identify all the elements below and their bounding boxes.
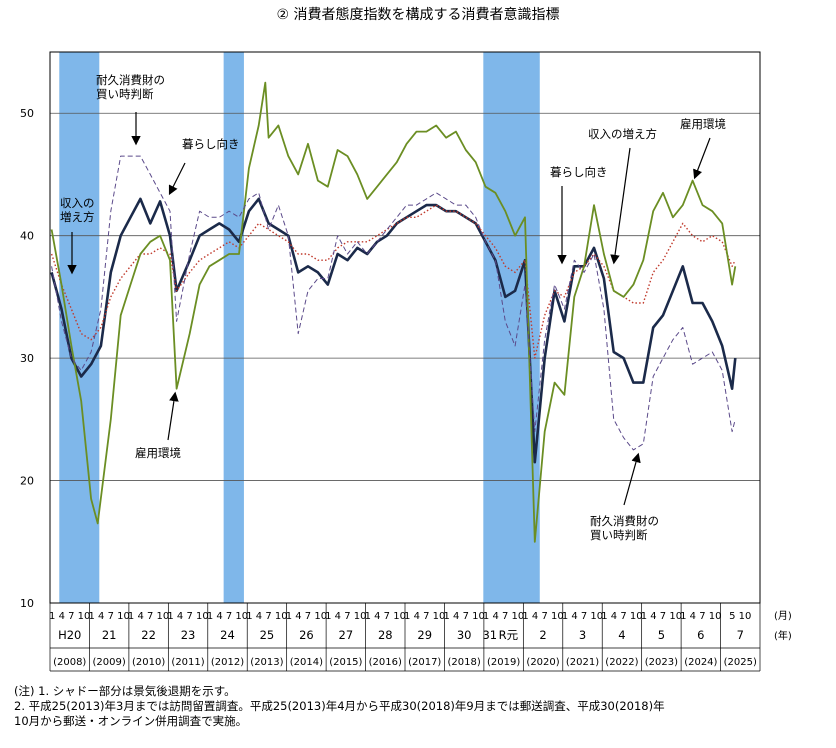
month-tick-label-6: 1 4 7 10 [286, 611, 327, 622]
month-tick-label-16: 1 4 7 10 [680, 611, 721, 622]
western-year-label-7: (2015) [329, 657, 362, 668]
recession-band-2 [483, 52, 540, 603]
era-year-label-5: 25 [260, 628, 275, 642]
month-tick-label-11: 1 4 7 10 [483, 611, 524, 622]
month-tick-label-4: 1 4 7 10 [207, 611, 248, 622]
western-year-label-6: (2014) [290, 657, 323, 668]
annotation-label-3-0: 雇用環境 [135, 446, 181, 460]
era-year-label-10: 30 [457, 628, 472, 642]
y-tick-label-40: 40 [20, 230, 34, 243]
annotation-label-7-1: 買い時判断 [590, 528, 648, 542]
western-year-label-4: (2012) [211, 657, 244, 668]
western-year-label-1: (2009) [93, 657, 126, 668]
y-tick-label-20: 20 [20, 475, 34, 488]
western-year-label-10: (2018) [448, 657, 481, 668]
month-tick-label-15: 1 4 7 10 [641, 611, 682, 622]
western-year-label-15: (2023) [645, 657, 678, 668]
y-tick-label-10: 10 [20, 597, 34, 610]
annotation-label-5-0: 収入の増え方 [588, 127, 657, 141]
western-year-label-8: (2016) [369, 657, 402, 668]
y-tick-label-50: 50 [20, 107, 34, 120]
y-tick-label-30: 30 [20, 352, 34, 365]
month-tick-label-7: 1 4 7 10 [325, 611, 366, 622]
western-year-label-12: (2020) [526, 657, 559, 668]
western-year-label-2: (2010) [132, 657, 165, 668]
annotation-arrow-7 [623, 452, 641, 506]
series-line-0 [50, 197, 737, 464]
era-year-label-16: 5 [658, 628, 665, 642]
month-tick-label-1: 1 4 7 10 [88, 611, 129, 622]
series-group [50, 81, 737, 543]
era-year-label-18: 7 [737, 628, 744, 642]
chart-title: ② 消費者態度指数を構成する消費者意識指標 [276, 7, 560, 23]
series-line-3 [51, 155, 736, 451]
western-year-label-17: (2025) [724, 657, 757, 668]
annotation-label-6-0: 雇用環境 [680, 117, 726, 131]
annotation-arrow-6 [693, 137, 711, 180]
era-year-label-0: H20 [58, 628, 81, 642]
month-tick-label-12: 1 4 7 10 [522, 611, 563, 622]
western-year-label-0: (2008) [53, 657, 86, 668]
annotation-label-1-0: 暮らし向き [182, 137, 240, 151]
era-year-label-7: 27 [339, 628, 354, 642]
era-year-label-11: 31 [482, 628, 497, 642]
x-unit-month-label: (月) [774, 610, 792, 622]
western-year-label-14: (2022) [605, 657, 638, 668]
annotation-label-4-0: 暮らし向き [550, 165, 608, 179]
footnote-3: 10月から郵送・オンライン併用調査で実施。 [14, 714, 248, 728]
era-year-label-9: 29 [417, 628, 432, 642]
annotation-label-0-0: 耐久消費財の [96, 73, 165, 87]
western-year-label-11: (2019) [487, 657, 520, 668]
era-year-label-15: 4 [618, 628, 625, 642]
month-tick-label-3: 1 4 7 10 [167, 611, 208, 622]
western-year-label-9: (2017) [408, 657, 441, 668]
era-year-label-6: 26 [299, 628, 314, 642]
western-year-label-3: (2011) [171, 657, 204, 668]
series-line-2 [50, 81, 737, 543]
era-year-label-8: 28 [378, 628, 393, 642]
annotation-label-0-1: 買い時判断 [96, 87, 154, 101]
month-tick-label-9: 1 4 7 10 [404, 611, 445, 622]
western-year-label-16: (2024) [684, 657, 717, 668]
footnotes: (注) 1. シャドー部分は景気後退期を示す。 2. 平成25(2013)年3月… [14, 684, 665, 729]
era-year-label-2: 22 [141, 628, 156, 642]
era-year-label-13: 2 [539, 628, 546, 642]
annotation-arrow-1 [168, 162, 186, 196]
era-year-label-3: 23 [181, 628, 196, 642]
western-year-label-13: (2021) [566, 657, 599, 668]
annotation-label-2-1: 増え方 [60, 210, 95, 224]
western-year-label-5: (2013) [250, 657, 283, 668]
month-tick-label-8: 1 4 7 10 [365, 611, 406, 622]
annotation-group: 耐久消費財の買い時判断暮らし向き収入の増え方雇用環境暮らし向き収入の増え方雇用環… [60, 73, 726, 542]
recession-band-1 [223, 52, 244, 603]
era-year-label-14: 3 [579, 628, 586, 642]
month-tick-label-17: 5 10 [729, 611, 751, 622]
era-year-label-12: R元 [499, 628, 519, 642]
footnote-2: 2. 平成25(2013)年3月までは訪問留置調査。平成25(2013)年4月か… [14, 699, 665, 713]
annotation-arrow-5 [610, 147, 631, 265]
era-year-label-1: 21 [102, 628, 117, 642]
month-tick-label-2: 1 4 7 10 [128, 611, 169, 622]
month-tick-label-10: 1 4 7 10 [443, 611, 484, 622]
month-tick-label-0: 1 4 7 10 [49, 611, 90, 622]
month-tick-label-5: 1 4 7 10 [246, 611, 287, 622]
annotation-arrow-3 [167, 391, 179, 441]
era-year-label-4: 24 [220, 628, 235, 642]
gridline-group [50, 112, 760, 481]
footnote-1: (注) 1. シャドー部分は景気後退期を示す。 [14, 684, 236, 698]
month-tick-label-13: 1 4 7 10 [562, 611, 603, 622]
month-tick-label-14: 1 4 7 10 [601, 611, 642, 622]
x-unit-year-label: (年) [774, 629, 792, 642]
annotation-label-2-0: 収入の [60, 196, 95, 210]
annotation-label-7-0: 耐久消費財の [590, 514, 659, 528]
era-year-label-17: 6 [697, 628, 704, 642]
